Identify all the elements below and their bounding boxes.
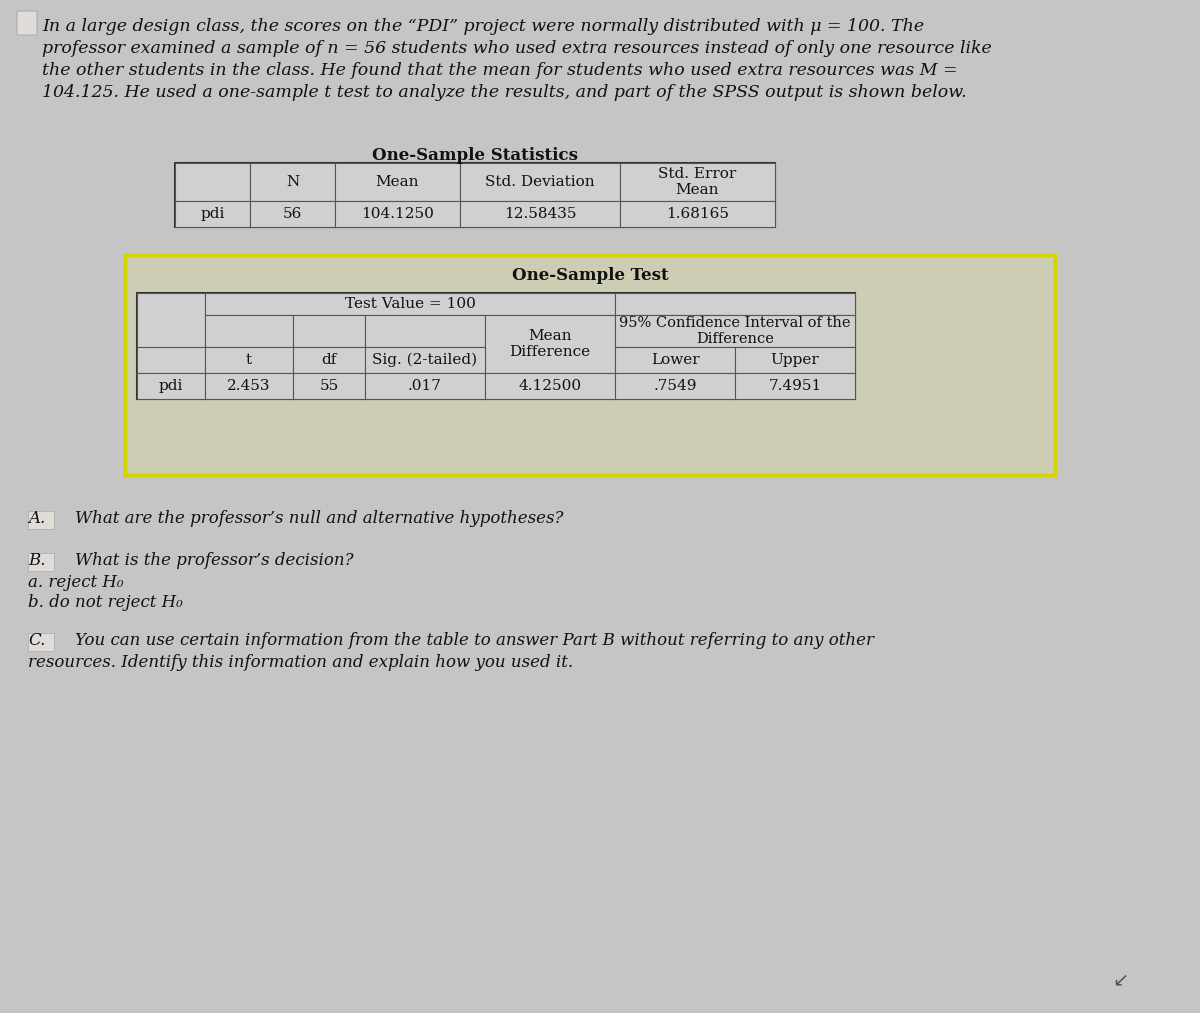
Bar (205, 293, 616, 315)
Bar (620, 201, 775, 227)
Text: b. do not reject H₀: b. do not reject H₀ (28, 594, 182, 611)
Bar (293, 315, 365, 347)
Text: t: t (246, 353, 252, 367)
Text: 12.58435: 12.58435 (504, 207, 576, 221)
Bar (205, 315, 293, 347)
Text: 56: 56 (283, 207, 302, 221)
Bar (137, 347, 205, 373)
Bar (620, 163, 775, 201)
Bar (137, 293, 205, 373)
Text: ↙: ↙ (1112, 970, 1128, 990)
Text: You can use certain information from the table to answer Part B without referrin: You can use certain information from the… (74, 632, 874, 649)
Bar (175, 201, 250, 227)
Bar (175, 163, 775, 227)
Bar (734, 347, 854, 373)
Bar (137, 373, 205, 399)
Bar (205, 373, 293, 399)
Bar (616, 293, 854, 315)
Bar (335, 163, 460, 201)
Text: .017: .017 (408, 379, 442, 393)
Bar (28, 633, 54, 651)
Bar (125, 255, 1055, 475)
Text: A.: A. (28, 510, 46, 527)
Text: 104.1250: 104.1250 (361, 207, 434, 221)
Text: Upper: Upper (770, 353, 820, 367)
Bar (28, 511, 54, 529)
Text: B.: B. (28, 552, 46, 569)
Text: What are the professor’s null and alternative hypotheses?: What are the professor’s null and altern… (74, 510, 563, 527)
Bar (616, 315, 854, 347)
Bar (175, 163, 250, 201)
Bar (293, 347, 365, 373)
Text: 1.68165: 1.68165 (666, 207, 730, 221)
Text: Mean
Difference: Mean Difference (510, 329, 590, 359)
Text: Sig. (2-tailed): Sig. (2-tailed) (372, 353, 478, 367)
Text: Mean: Mean (376, 175, 419, 189)
Text: professor examined a sample of n = 56 students who used extra resources instead : professor examined a sample of n = 56 st… (42, 40, 991, 57)
Text: 55: 55 (319, 379, 338, 393)
Bar (616, 347, 734, 373)
Bar (460, 201, 620, 227)
Bar (485, 373, 616, 399)
Bar (28, 553, 54, 571)
Text: a. reject H₀: a. reject H₀ (28, 574, 124, 591)
Text: df: df (322, 353, 337, 367)
Text: resources. Identify this information and explain how you used it.: resources. Identify this information and… (28, 654, 574, 671)
Text: One-Sample Statistics: One-Sample Statistics (372, 147, 578, 164)
FancyBboxPatch shape (17, 11, 37, 35)
Text: 7.4951: 7.4951 (768, 379, 822, 393)
Text: C.: C. (28, 632, 46, 649)
Bar (460, 163, 620, 201)
Text: Test Value = 100: Test Value = 100 (344, 297, 475, 311)
Bar (205, 347, 293, 373)
Bar (137, 293, 854, 399)
Text: Std. Deviation: Std. Deviation (485, 175, 595, 189)
Bar (365, 373, 485, 399)
Text: N: N (286, 175, 299, 189)
Bar (125, 255, 1055, 475)
Text: 4.12500: 4.12500 (518, 379, 582, 393)
Text: One-Sample Test: One-Sample Test (511, 267, 668, 284)
Text: pdi: pdi (200, 207, 224, 221)
Bar (616, 373, 734, 399)
Bar (734, 373, 854, 399)
Bar (335, 201, 460, 227)
Text: 2.453: 2.453 (227, 379, 271, 393)
Text: 95% Confidence Interval of the
Difference: 95% Confidence Interval of the Differenc… (619, 316, 851, 346)
Text: 104.125. He used a one-sample t test to analyze the results, and part of the SPS: 104.125. He used a one-sample t test to … (42, 84, 967, 101)
Text: .7549: .7549 (653, 379, 697, 393)
Bar (250, 201, 335, 227)
Bar (293, 373, 365, 399)
Text: pdi: pdi (158, 379, 184, 393)
Bar (485, 315, 616, 373)
Text: In a large design class, the scores on the “PDI” project were normally distribut: In a large design class, the scores on t… (42, 18, 924, 35)
Text: Std. Error
Mean: Std. Error Mean (659, 167, 737, 198)
Text: the other students in the class. He found that the mean for students who used ex: the other students in the class. He foun… (42, 62, 958, 79)
Bar (365, 347, 485, 373)
Bar (250, 163, 335, 201)
Text: Lower: Lower (650, 353, 700, 367)
Text: What is the professor’s decision?: What is the professor’s decision? (74, 552, 354, 569)
Bar (365, 315, 485, 347)
